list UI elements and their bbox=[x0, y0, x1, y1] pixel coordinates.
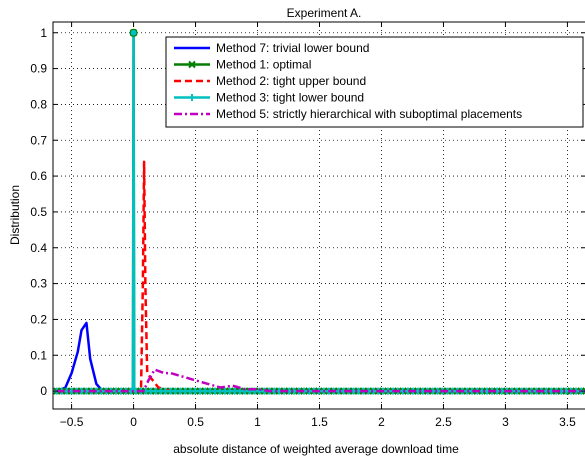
legend-label: Method 1: optimal bbox=[216, 58, 311, 72]
series-marker-2 bbox=[582, 387, 585, 395]
legend-label: Method 7: trivial lower bound bbox=[216, 41, 369, 55]
peak-point bbox=[129, 28, 138, 37]
y-tick-label: 0.3 bbox=[30, 277, 47, 291]
y-tick-label: 0.5 bbox=[30, 205, 47, 219]
x-tick-label: 1 bbox=[254, 415, 261, 429]
y-tick-label: 0.1 bbox=[30, 348, 47, 362]
legend-item: Method 2: tight upper bound bbox=[174, 74, 366, 88]
legend-item: Method 1: optimal bbox=[174, 58, 311, 72]
legend-label: Method 2: tight upper bound bbox=[216, 74, 366, 88]
legend-label: Method 5: strictly hierarchical with sub… bbox=[216, 107, 522, 121]
y-tick-label: 0.2 bbox=[30, 312, 47, 326]
x-tick-label: 0 bbox=[130, 415, 137, 429]
series-layer bbox=[53, 28, 585, 395]
x-tick-label: −0.5 bbox=[60, 415, 84, 429]
x-tick-label: 3 bbox=[502, 415, 509, 429]
y-axis-label: Distribution bbox=[8, 185, 22, 245]
y-tick-label: 0.4 bbox=[30, 241, 47, 255]
x-tick-label: 0.5 bbox=[187, 415, 204, 429]
legend-label: Method 3: tight lower bound bbox=[216, 91, 364, 105]
legend-marker bbox=[188, 60, 196, 69]
y-tick-label: 0.9 bbox=[30, 62, 47, 76]
chart-title: Experiment A. bbox=[287, 6, 362, 20]
y-tick-label: 0.7 bbox=[30, 133, 47, 147]
legend-item: Method 7: trivial lower bound bbox=[174, 41, 369, 55]
x-tick-label: 1.5 bbox=[311, 415, 328, 429]
legend-box bbox=[165, 36, 584, 128]
y-tick-label: 1 bbox=[40, 26, 47, 40]
series-line-5 bbox=[56, 368, 585, 393]
y-tick-label: 0.6 bbox=[30, 169, 47, 183]
x-tick-label: 2 bbox=[378, 415, 385, 429]
legend: Method 7: trivial lower bound Method 1: o… bbox=[165, 36, 584, 128]
x-tick-label: 3.5 bbox=[559, 415, 576, 429]
y-tick-label: 0.8 bbox=[30, 97, 47, 111]
ticks: −0.5 0 0.5 1 1.5 2 2.5 3 3.5 0 0.1 0.2 0.3 0.4 0.5 0.6 0… bbox=[30, 22, 585, 429]
x-axis-label: absolute distance of weighted average do… bbox=[173, 442, 459, 456]
x-tick-label: 2.5 bbox=[435, 415, 452, 429]
legend-item: Method 3: tight lower bound bbox=[174, 91, 364, 105]
legend-marker bbox=[188, 94, 196, 101]
legend-item: Method 5: strictly hierarchical with sub… bbox=[174, 107, 522, 121]
y-tick-label: 0 bbox=[40, 384, 47, 398]
